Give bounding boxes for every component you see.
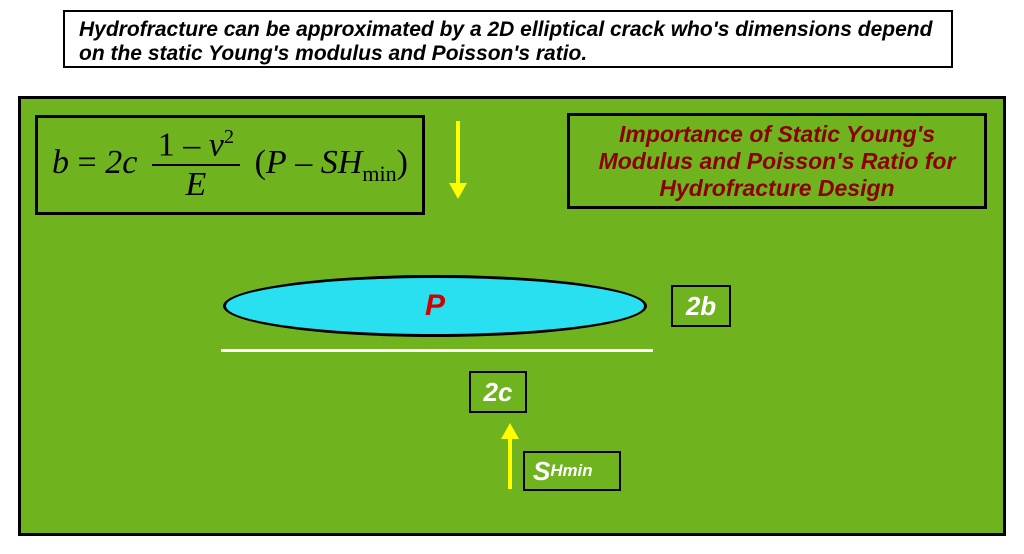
arrow-down-icon: [449, 121, 467, 199]
formula-minus: –: [287, 144, 321, 181]
crack-width-line: [221, 349, 653, 352]
formula-fraction: 1 – ν2 E: [152, 126, 240, 204]
frac-den: E: [152, 166, 240, 204]
formula-SH: SH: [321, 144, 363, 181]
caption-text: Hydrofracture can be approximated by a 2…: [79, 18, 932, 65]
frac-num-var: ν: [209, 126, 224, 163]
diagram-panel: b = 2c 1 – ν2 E (P – SHmin) Importance o…: [18, 96, 1006, 536]
label-2b: 2b: [671, 285, 731, 327]
formula-eq: =: [78, 144, 106, 181]
label-2c: 2c: [469, 371, 527, 413]
formula: b = 2c 1 – ν2 E (P – SHmin): [52, 126, 408, 204]
formula-SH-sub: min: [362, 161, 396, 186]
ellipse-P-label: P: [425, 289, 445, 323]
label-2c-text: 2c: [484, 377, 513, 408]
sh-sub: Hmin: [550, 461, 592, 481]
frac-num-exp: 2: [224, 126, 234, 148]
crack-ellipse: P: [223, 275, 647, 337]
formula-P: P: [266, 144, 287, 181]
paren-open: (: [255, 144, 266, 181]
frac-num-a: 1 –: [158, 126, 209, 163]
shmin-box: SHmin: [523, 451, 621, 491]
formula-lhs: b: [52, 144, 69, 181]
label-2b-text: 2b: [686, 291, 716, 322]
paren-close: ): [397, 144, 408, 181]
title-box: Importance of Static Young's Modulus and…: [567, 113, 987, 209]
sh-S: S: [533, 456, 550, 487]
title-text: Importance of Static Young's Modulus and…: [580, 121, 974, 202]
caption-box: Hydrofracture can be approximated by a 2…: [63, 10, 953, 68]
arrow-up-icon: [501, 423, 519, 489]
formula-box: b = 2c 1 – ν2 E (P – SHmin): [35, 115, 425, 215]
formula-coef: 2c: [105, 144, 137, 181]
